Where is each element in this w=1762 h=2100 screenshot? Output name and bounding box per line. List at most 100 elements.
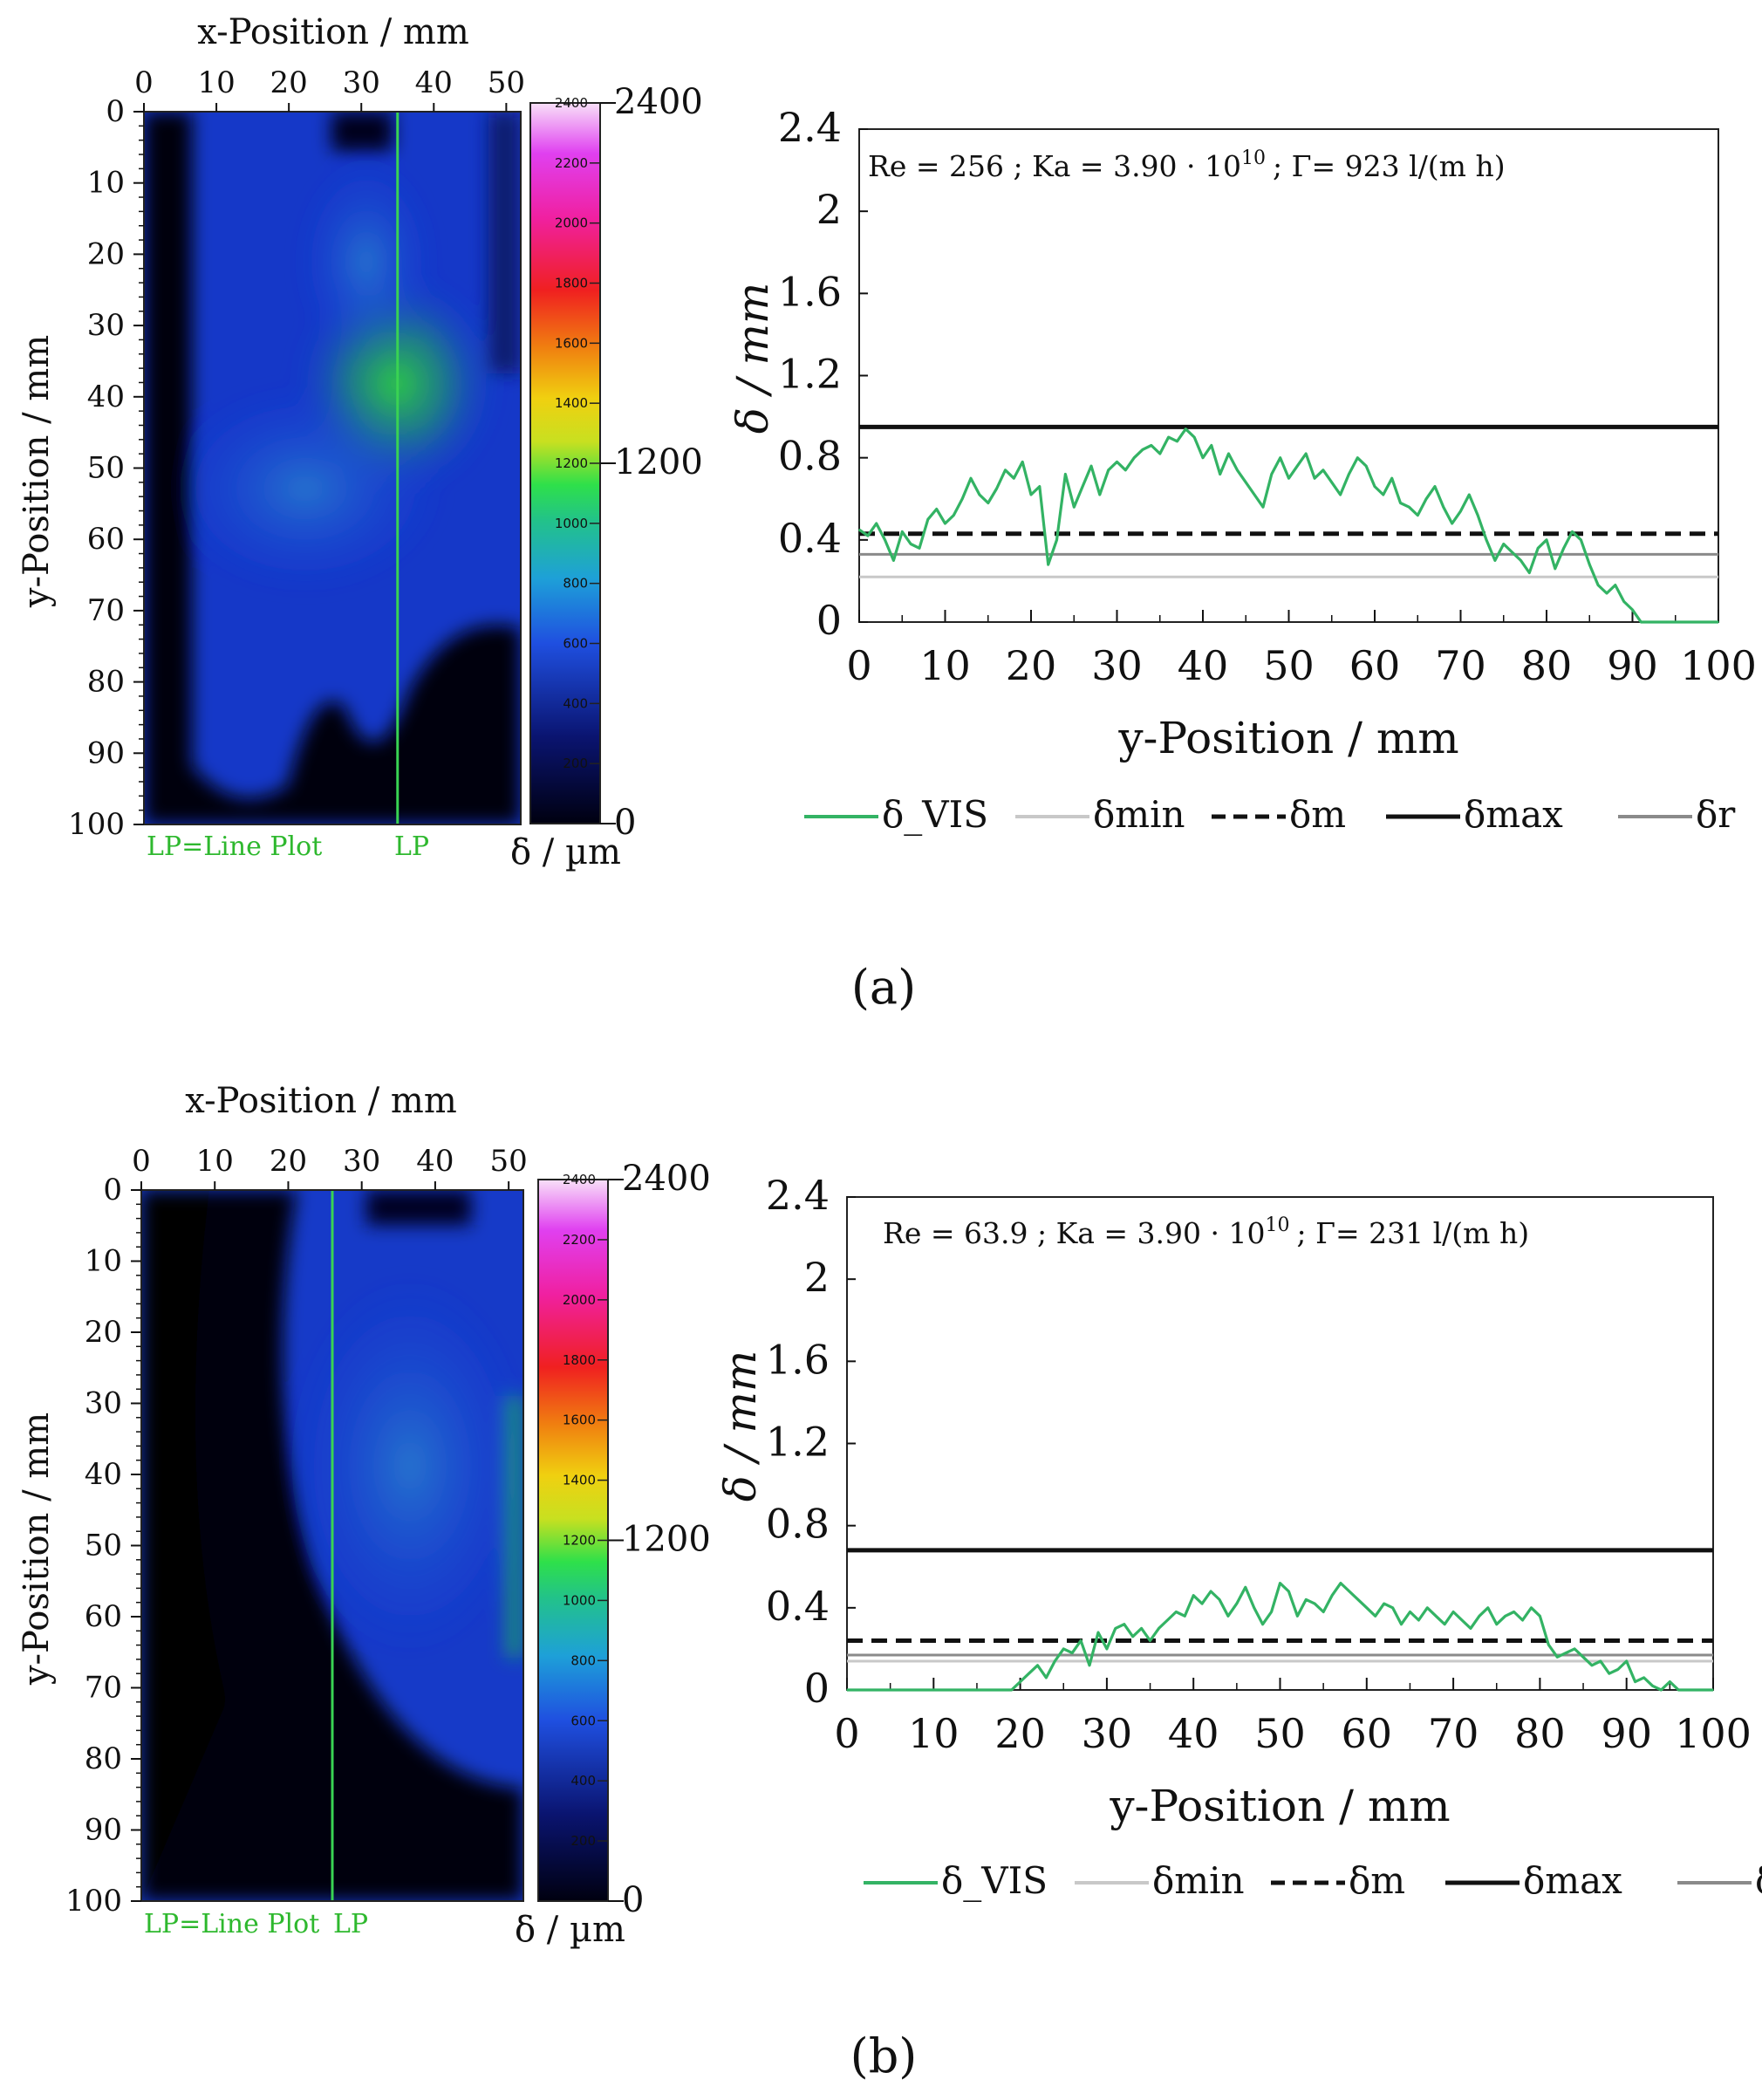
chart-b-point <box>1115 1627 1117 1630</box>
chart-a-point <box>1116 461 1118 463</box>
chart-a-xtick-label: 100 <box>1680 642 1757 689</box>
chart-a-point <box>867 535 869 537</box>
colorbar-a-tick-label: 600 <box>563 636 588 652</box>
chart-b-point <box>1001 1689 1004 1691</box>
chart-b-point <box>1097 1631 1099 1633</box>
legend-a: δ_VIS δmin δm δmax δr <box>804 793 1736 836</box>
colorbar-a-tick-label: 1000 <box>555 516 588 531</box>
chart-a-ytick-label: 0.4 <box>778 515 842 562</box>
colorbar-b-gradient <box>537 1179 609 1902</box>
map-a-ytick-label: 20 <box>87 236 125 271</box>
chart-b-point <box>1131 1635 1134 1638</box>
caption-b: (b) <box>850 2028 918 2083</box>
colorbar-a-tick-label: 200 <box>563 756 588 771</box>
chart-a-point <box>1649 621 1650 623</box>
chart-b-ytick-label: 0.4 <box>766 1583 830 1630</box>
chart-b-point <box>1383 1603 1385 1604</box>
chart-b-point <box>1616 1668 1619 1671</box>
chart-b-frame <box>846 1196 1714 1691</box>
chart-b-xtick-label: 70 <box>1428 1710 1479 1757</box>
chart-a-point <box>1287 477 1290 480</box>
chart-a-point <box>875 523 878 524</box>
chart-a-point <box>1443 506 1444 508</box>
chart-a-point <box>1451 523 1453 524</box>
chart-a-point <box>1477 514 1479 516</box>
chart-b-xtick-label: 60 <box>1342 1710 1393 1757</box>
colorbar-b: 2400220020001800160014001200100080060040… <box>515 1159 711 1950</box>
chart-a-ytick-label: 1.2 <box>778 351 842 398</box>
chart-a-point <box>1374 485 1376 488</box>
map-b-xtick-label: 30 <box>343 1144 380 1179</box>
chart-a-point <box>944 523 946 524</box>
chart-a-point <box>1528 571 1531 574</box>
chart-b-point <box>1054 1660 1056 1662</box>
colorbar-b-major-label: 2400 <box>622 1159 711 1199</box>
chart-b-point <box>1452 1611 1454 1613</box>
map-b-ytick-label: 80 <box>85 1741 122 1776</box>
legend-a-label: δr <box>1696 793 1736 836</box>
colorbar-b-tick-label: 1800 <box>563 1352 596 1368</box>
colorbar-a-tick-label: 1400 <box>555 395 588 411</box>
map-b-xtick-label: 10 <box>196 1144 234 1179</box>
chart-b-point <box>1305 1598 1308 1601</box>
line-chart-b: 0 0.4 0.8 1.2 1.6 2 2.4 0 10 20 30 40 50 60 70 80 90 100 y… <box>715 1172 1752 1831</box>
chart-a-point <box>1296 465 1299 467</box>
chart-a-point <box>1666 621 1668 623</box>
chart-a-point <box>1227 453 1230 455</box>
chart-a-ytick-label: 1.6 <box>778 268 842 315</box>
chart-b-point <box>1634 1680 1636 1683</box>
chart-b-xtick-label: 0 <box>834 1710 859 1757</box>
chart-b-point <box>1106 1648 1108 1650</box>
colorbar-a-tick-label: 2000 <box>555 215 588 231</box>
chart-a-point <box>1176 441 1178 442</box>
chart-a-xtick-label: 10 <box>919 642 971 689</box>
chart-a-point <box>1365 465 1367 467</box>
chart-a-point <box>1425 497 1427 500</box>
colorbar-a-tick-label: 400 <box>563 695 588 711</box>
chart-b-point <box>1504 1615 1506 1618</box>
chart-a-point <box>1468 494 1471 496</box>
chart-b-point <box>1253 1607 1255 1609</box>
chart-b-ylabel: δ / mm <box>715 1351 766 1502</box>
chart-a-point <box>1494 559 1496 562</box>
chart-a-point <box>1434 485 1436 488</box>
chart-a-point <box>961 497 963 500</box>
map-b-xtick-label: 20 <box>270 1144 307 1179</box>
map-a-xtick-label: 0 <box>134 65 154 100</box>
annotation-b-re: Re = 63.9 ; <box>883 1216 1047 1250</box>
chart-b-ytick-label: 2 <box>804 1254 830 1301</box>
chart-a-point <box>1339 494 1342 496</box>
chart-a-point <box>1417 514 1419 516</box>
chart-a-point <box>1211 444 1212 447</box>
colorbar-b-tick-label: 200 <box>570 1833 596 1849</box>
chart-a-point <box>1485 539 1487 541</box>
chart-b-point <box>1400 1623 1403 1625</box>
chart-a-point <box>1597 584 1599 586</box>
chart-a-point <box>1408 506 1410 508</box>
chart-b-point <box>1236 1603 1238 1604</box>
chart-a-point <box>1262 506 1264 508</box>
chart-b-point <box>1184 1615 1186 1618</box>
heatmap-b-axes: 0 10 20 30 40 50 0 10 20 30 40 50 60 70 80 90 100 <box>65 1144 528 1919</box>
chart-a-point <box>858 529 860 530</box>
colorbar-b-tick-label: 1600 <box>563 1413 596 1428</box>
chart-b-point <box>864 1689 865 1691</box>
lp-caption-b: LP=Line Plot <box>144 1909 319 1939</box>
chart-b-point <box>1175 1611 1178 1613</box>
annotation-b-ka-exp: 10 <box>1266 1214 1290 1236</box>
colorbar-a-gradient <box>529 102 601 824</box>
chart-a-point <box>892 559 895 562</box>
chart-a-xtick-label: 40 <box>1178 642 1229 689</box>
chart-b-xtick-label: 100 <box>1675 1710 1752 1757</box>
heatmap-a-axes: 0 10 20 30 40 50 0 10 20 30 40 50 60 70 80 90 100 <box>68 65 525 842</box>
map-a-xtick-label: 20 <box>270 65 308 100</box>
chart-a-point <box>935 508 938 510</box>
chart-b-point <box>1565 1652 1567 1654</box>
chart-a-point <box>1090 465 1092 467</box>
chart-b-point <box>1140 1627 1143 1630</box>
legend-b-label: δmax <box>1523 1859 1622 1902</box>
colorbar-a-tick-label: 800 <box>563 576 588 592</box>
colorbar-a-tick-label: 1200 <box>555 455 588 471</box>
chart-a-ytick-label: 2 <box>816 186 842 233</box>
